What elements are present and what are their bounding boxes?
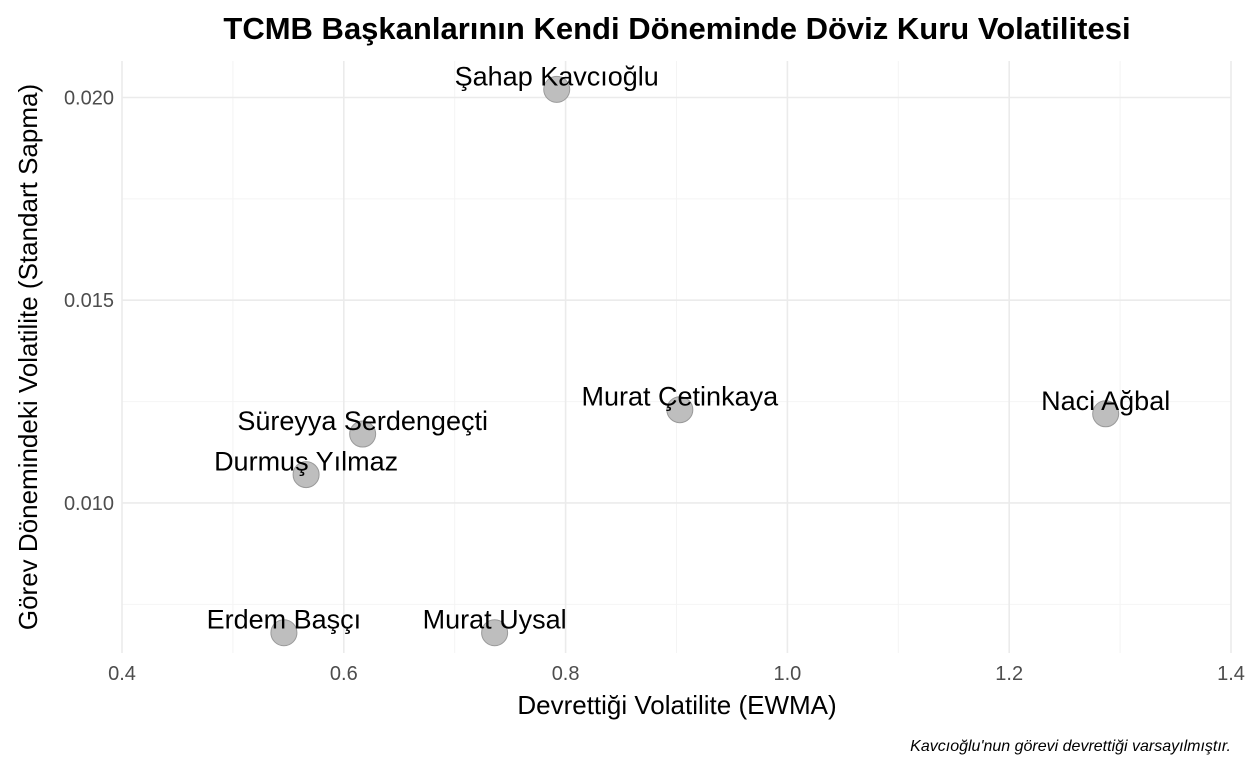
y-tick-label: 0.020 [64, 87, 114, 109]
chart-title: TCMB Başkanlarının Kendi Döneminde Döviz… [223, 11, 1130, 46]
data-point [270, 619, 298, 647]
x-tick-label: 0.8 [552, 663, 580, 685]
data-point [481, 619, 509, 647]
x-axis-label: Devrettiği Volatilite (EWMA) [517, 690, 836, 720]
y-tick-label: 0.010 [64, 493, 114, 515]
grid [121, 61, 1232, 653]
x-tick-label: 1.2 [995, 663, 1023, 685]
y-axis-ticks: 0.010 0.015 0.020 [64, 87, 114, 514]
data-point-label: Naci Ağbal [1041, 386, 1170, 416]
data-points [270, 75, 1120, 647]
data-point [349, 420, 377, 448]
data-point [543, 75, 571, 103]
x-tick-label: 1.0 [773, 663, 801, 685]
y-axis-label: Görev Dönemindeki Volatilite (Standart S… [13, 84, 43, 630]
x-tick-label: 1.4 [1217, 663, 1245, 685]
data-point-label: Durmuş Yılmaz [214, 447, 398, 477]
data-point-label: Şahap Kavcıoğlu [455, 61, 659, 91]
x-tick-label: 0.6 [330, 663, 358, 685]
data-point-label: Murat Çetinkaya [582, 382, 780, 412]
x-tick-label: 0.4 [108, 663, 136, 685]
y-tick-label: 0.015 [64, 290, 114, 312]
data-labels: Şahap Kavcıoğlu Naci Ağbal Murat Çetinkaya… [207, 61, 1171, 634]
data-point-label: Erdem Başçı [207, 605, 362, 635]
data-point [292, 461, 320, 489]
chart-caption: Kavcıoğlu'nun görevi devrettiği varsayıl… [910, 738, 1231, 755]
data-point [666, 396, 694, 424]
data-point-label: Murat Uysal [423, 605, 567, 635]
x-axis-ticks: 0.4 0.6 0.8 1.0 1.2 1.4 [108, 663, 1245, 685]
data-point [1092, 400, 1120, 428]
data-point-label: Süreyya Serdengeçti [237, 406, 488, 436]
